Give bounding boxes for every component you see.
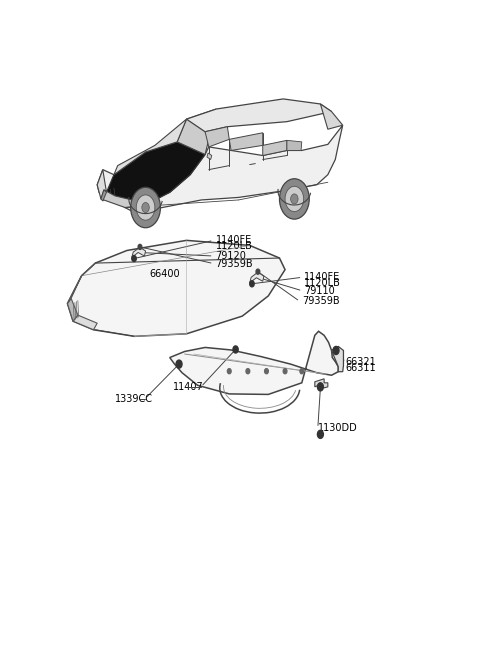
Text: 1339CC: 1339CC bbox=[115, 394, 153, 404]
Circle shape bbox=[138, 245, 142, 249]
Polygon shape bbox=[107, 142, 205, 207]
Circle shape bbox=[256, 269, 260, 274]
Polygon shape bbox=[67, 298, 78, 321]
Circle shape bbox=[136, 195, 155, 220]
Polygon shape bbox=[250, 272, 264, 283]
Polygon shape bbox=[321, 104, 343, 129]
Text: 1130DD: 1130DD bbox=[318, 423, 358, 433]
Circle shape bbox=[317, 383, 324, 391]
Text: 1140FE: 1140FE bbox=[216, 235, 252, 245]
Polygon shape bbox=[73, 315, 97, 330]
Circle shape bbox=[176, 360, 182, 368]
Polygon shape bbox=[97, 125, 343, 213]
Text: 11407: 11407 bbox=[173, 382, 204, 392]
Text: 79359B: 79359B bbox=[216, 258, 253, 268]
Polygon shape bbox=[67, 263, 96, 304]
Polygon shape bbox=[205, 127, 229, 147]
Polygon shape bbox=[229, 133, 263, 150]
Circle shape bbox=[233, 346, 238, 353]
Polygon shape bbox=[170, 331, 338, 394]
Text: 1140FE: 1140FE bbox=[304, 272, 341, 281]
Circle shape bbox=[250, 281, 254, 287]
Polygon shape bbox=[332, 346, 344, 372]
Polygon shape bbox=[132, 247, 145, 258]
Polygon shape bbox=[263, 140, 287, 155]
Circle shape bbox=[279, 178, 309, 219]
Text: 79120: 79120 bbox=[216, 251, 246, 261]
Polygon shape bbox=[114, 119, 186, 174]
Circle shape bbox=[132, 256, 136, 262]
Circle shape bbox=[317, 430, 324, 438]
Circle shape bbox=[131, 188, 160, 228]
Text: 1120LB: 1120LB bbox=[216, 241, 252, 251]
Text: 66311: 66311 bbox=[346, 363, 376, 373]
Circle shape bbox=[333, 346, 339, 354]
Text: 66400: 66400 bbox=[149, 269, 180, 279]
Circle shape bbox=[290, 194, 298, 204]
Polygon shape bbox=[186, 99, 332, 132]
Circle shape bbox=[246, 369, 250, 374]
Text: 1120LB: 1120LB bbox=[304, 277, 341, 288]
Circle shape bbox=[142, 203, 149, 213]
Polygon shape bbox=[67, 240, 285, 337]
Circle shape bbox=[228, 369, 231, 374]
Text: 66321: 66321 bbox=[346, 357, 376, 367]
Polygon shape bbox=[101, 190, 145, 207]
Text: 79110: 79110 bbox=[304, 286, 335, 296]
Circle shape bbox=[264, 369, 268, 374]
Circle shape bbox=[300, 369, 304, 374]
Circle shape bbox=[285, 186, 304, 212]
Polygon shape bbox=[287, 140, 302, 150]
Polygon shape bbox=[315, 379, 328, 388]
Polygon shape bbox=[101, 190, 107, 201]
Text: 79359B: 79359B bbox=[302, 297, 339, 306]
Polygon shape bbox=[97, 170, 107, 199]
Polygon shape bbox=[207, 153, 212, 159]
Polygon shape bbox=[177, 109, 216, 155]
Circle shape bbox=[283, 369, 287, 374]
